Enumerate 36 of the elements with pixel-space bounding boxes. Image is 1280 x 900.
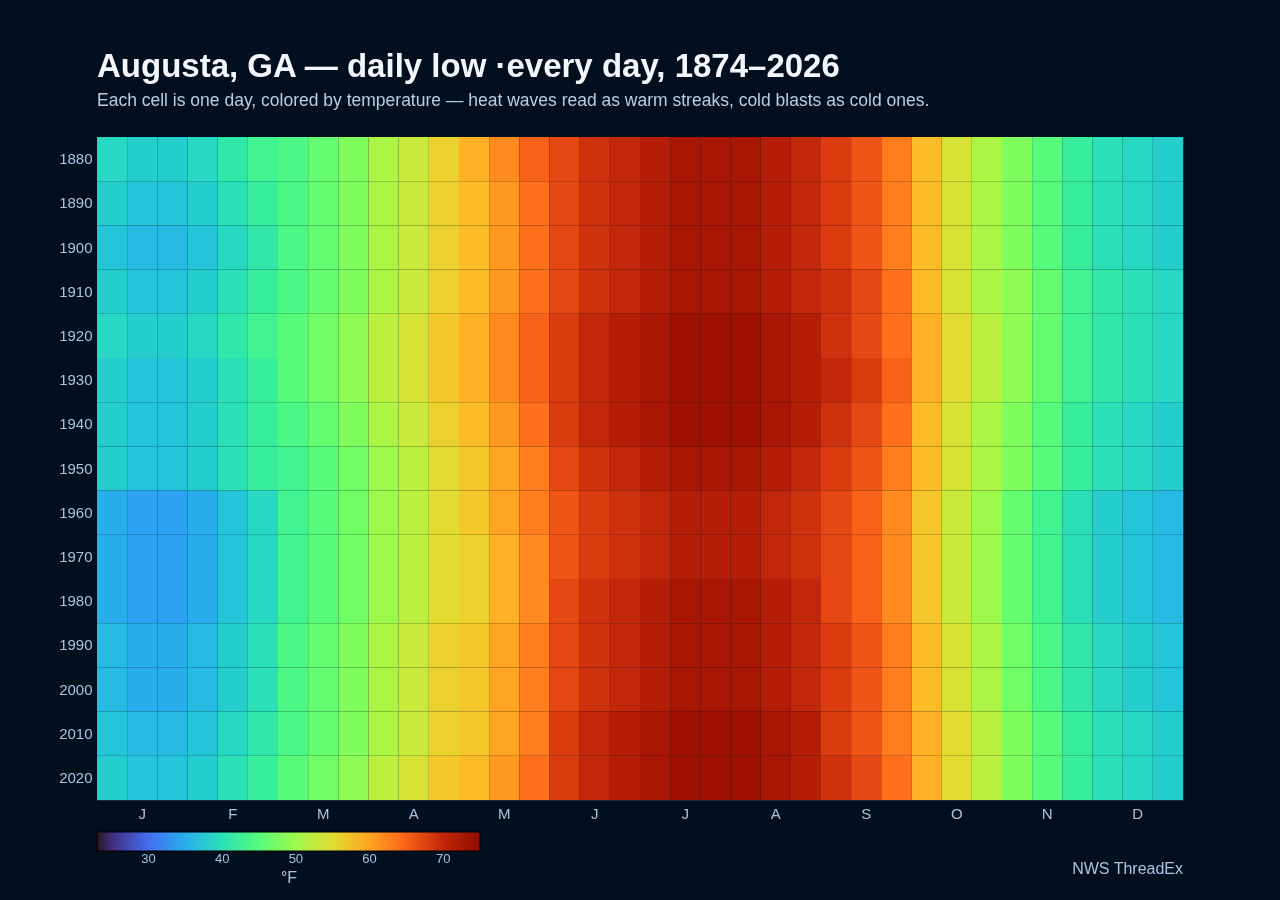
x-tick-label: O xyxy=(950,804,963,822)
y-tick-label: 1980 xyxy=(59,592,93,610)
y-tick-label: 2000 xyxy=(59,680,93,698)
chart-title: Augusta, GA — daily low ·every day, 1874–2026 xyxy=(97,46,840,84)
color-bar-label: 50 xyxy=(288,851,304,866)
color-bar-label: 40 xyxy=(214,851,230,866)
color-bar-title: °F xyxy=(280,869,298,886)
x-tick-label: D xyxy=(1132,804,1144,822)
x-tick-label: N xyxy=(1041,804,1053,822)
color-bar-label: 60 xyxy=(362,851,377,866)
x-tick-label: S xyxy=(861,804,872,822)
y-tick-label: 1920 xyxy=(59,326,93,344)
y-tick-label: 1940 xyxy=(59,415,93,433)
x-tick-label: A xyxy=(770,804,781,822)
y-tick-label: 2010 xyxy=(59,724,93,742)
x-tick-label: J xyxy=(681,804,689,822)
x-tick-label: J xyxy=(591,804,599,822)
y-tick-label: 1990 xyxy=(59,636,93,654)
x-tick-label: F xyxy=(228,804,238,822)
color-bar-label: 30 xyxy=(141,851,156,866)
y-tick-label: 1890 xyxy=(59,194,93,212)
y-tick-label: 1960 xyxy=(59,503,93,521)
chart-subtitle: Each cell is one day, colored by temperature — heat waves read as warm streaks, cold blasts as cold ones. xyxy=(97,89,930,110)
x-tick-label: J xyxy=(138,804,146,822)
y-tick-label: 1930 xyxy=(59,371,93,389)
y-tick-label: 2020 xyxy=(59,768,93,786)
y-tick-label: 1900 xyxy=(59,238,93,256)
y-tick-label: 1910 xyxy=(59,282,93,300)
y-tick-label: 1970 xyxy=(59,547,93,565)
x-tick-label: M xyxy=(317,804,330,822)
x-tick-label: M xyxy=(498,804,511,822)
y-tick-label: 1880 xyxy=(59,150,93,168)
x-tick-label: A xyxy=(408,804,419,822)
text: NWS ThreadEx xyxy=(1072,860,1183,878)
color-bar-label: 70 xyxy=(435,851,451,866)
y-tick-label: 1950 xyxy=(59,459,93,477)
